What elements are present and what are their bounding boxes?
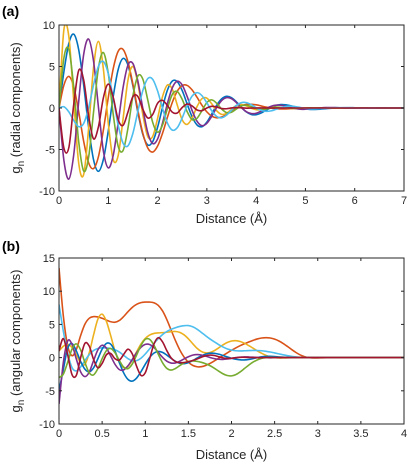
series-line-a-7 (59, 68, 404, 154)
x-tick-label-b: 1.5 (181, 428, 196, 440)
y-tick-label-b: 10 (43, 286, 55, 298)
x-axis-label-a: Distance (Å) (196, 211, 268, 226)
x-tick-label-b: 0.5 (94, 428, 109, 440)
x-tick-label-a: 2 (155, 195, 161, 207)
x-tick-label-b: 0 (56, 428, 62, 440)
y-ticks-b: -10 -5 0 5 10 15 (39, 253, 404, 431)
y-axis-label-main-a: g (8, 166, 23, 173)
y-axis-label-sub-a: n (16, 161, 27, 167)
x-tick-label-a: 1 (105, 195, 111, 207)
panel-b: (b) 0 0.5 1 1.5 2 2.5 3 3.5 4 -10 -5 0 5 10 15 Distan… (2, 238, 407, 462)
series-group-a (59, 25, 404, 180)
x-tick-label-b: 2 (228, 428, 234, 440)
y-tick-label-b: 15 (43, 253, 55, 265)
x-tick-label-b: 3.5 (353, 428, 368, 440)
y-tick-label-a: 5 (49, 62, 55, 74)
y-axis-label-rest-b: (angular components) (8, 270, 23, 400)
y-axis-label-main-b: g (8, 405, 23, 412)
y-axis-label-rest-a: (radial components) (8, 42, 23, 161)
panel-label-a: (a) (2, 3, 19, 19)
x-tick-label-b: 2.5 (267, 428, 282, 440)
y-tick-label-a: 0 (49, 103, 55, 115)
y-tick-label-b: 5 (49, 319, 55, 331)
series-line-b-7 (59, 336, 404, 379)
y-axis-label-a: gn (radial components) (8, 42, 27, 173)
x-tick-label-a: 3 (204, 195, 210, 207)
y-ticks-a: -10 -5 0 5 10 (39, 20, 404, 198)
x-tick-label-a: 4 (253, 195, 259, 207)
y-tick-label-b: -10 (39, 419, 55, 431)
y-axis-label-b: gn (angular components) (8, 270, 27, 413)
x-tick-label-a: 6 (352, 195, 358, 207)
x-tick-label-b: 3 (315, 428, 321, 440)
y-tick-label-b: 0 (49, 353, 55, 365)
y-tick-label-a: -10 (39, 186, 55, 198)
x-tick-label-b: 1 (142, 428, 148, 440)
x-tick-label-a: 0 (56, 195, 62, 207)
panel-label-b: (b) (2, 238, 20, 254)
x-ticks-b: 0 0.5 1 1.5 2 2.5 3 3.5 4 (56, 258, 407, 440)
y-axis-label-sub-b: n (16, 400, 27, 406)
y-tick-label-b: -5 (45, 386, 55, 398)
panel-a: (a) 0 1 2 3 4 5 6 7 -10 -5 0 5 10 Distance (Å) gn (… (2, 3, 407, 226)
x-tick-label-a: 5 (302, 195, 308, 207)
x-tick-label-a: 7 (401, 195, 407, 207)
x-axis-label-b: Distance (Å) (196, 447, 268, 462)
x-tick-label-b: 4 (401, 428, 407, 440)
series-group-b (59, 267, 404, 405)
y-tick-label-a: 10 (43, 20, 55, 32)
y-tick-label-a: -5 (45, 145, 55, 157)
